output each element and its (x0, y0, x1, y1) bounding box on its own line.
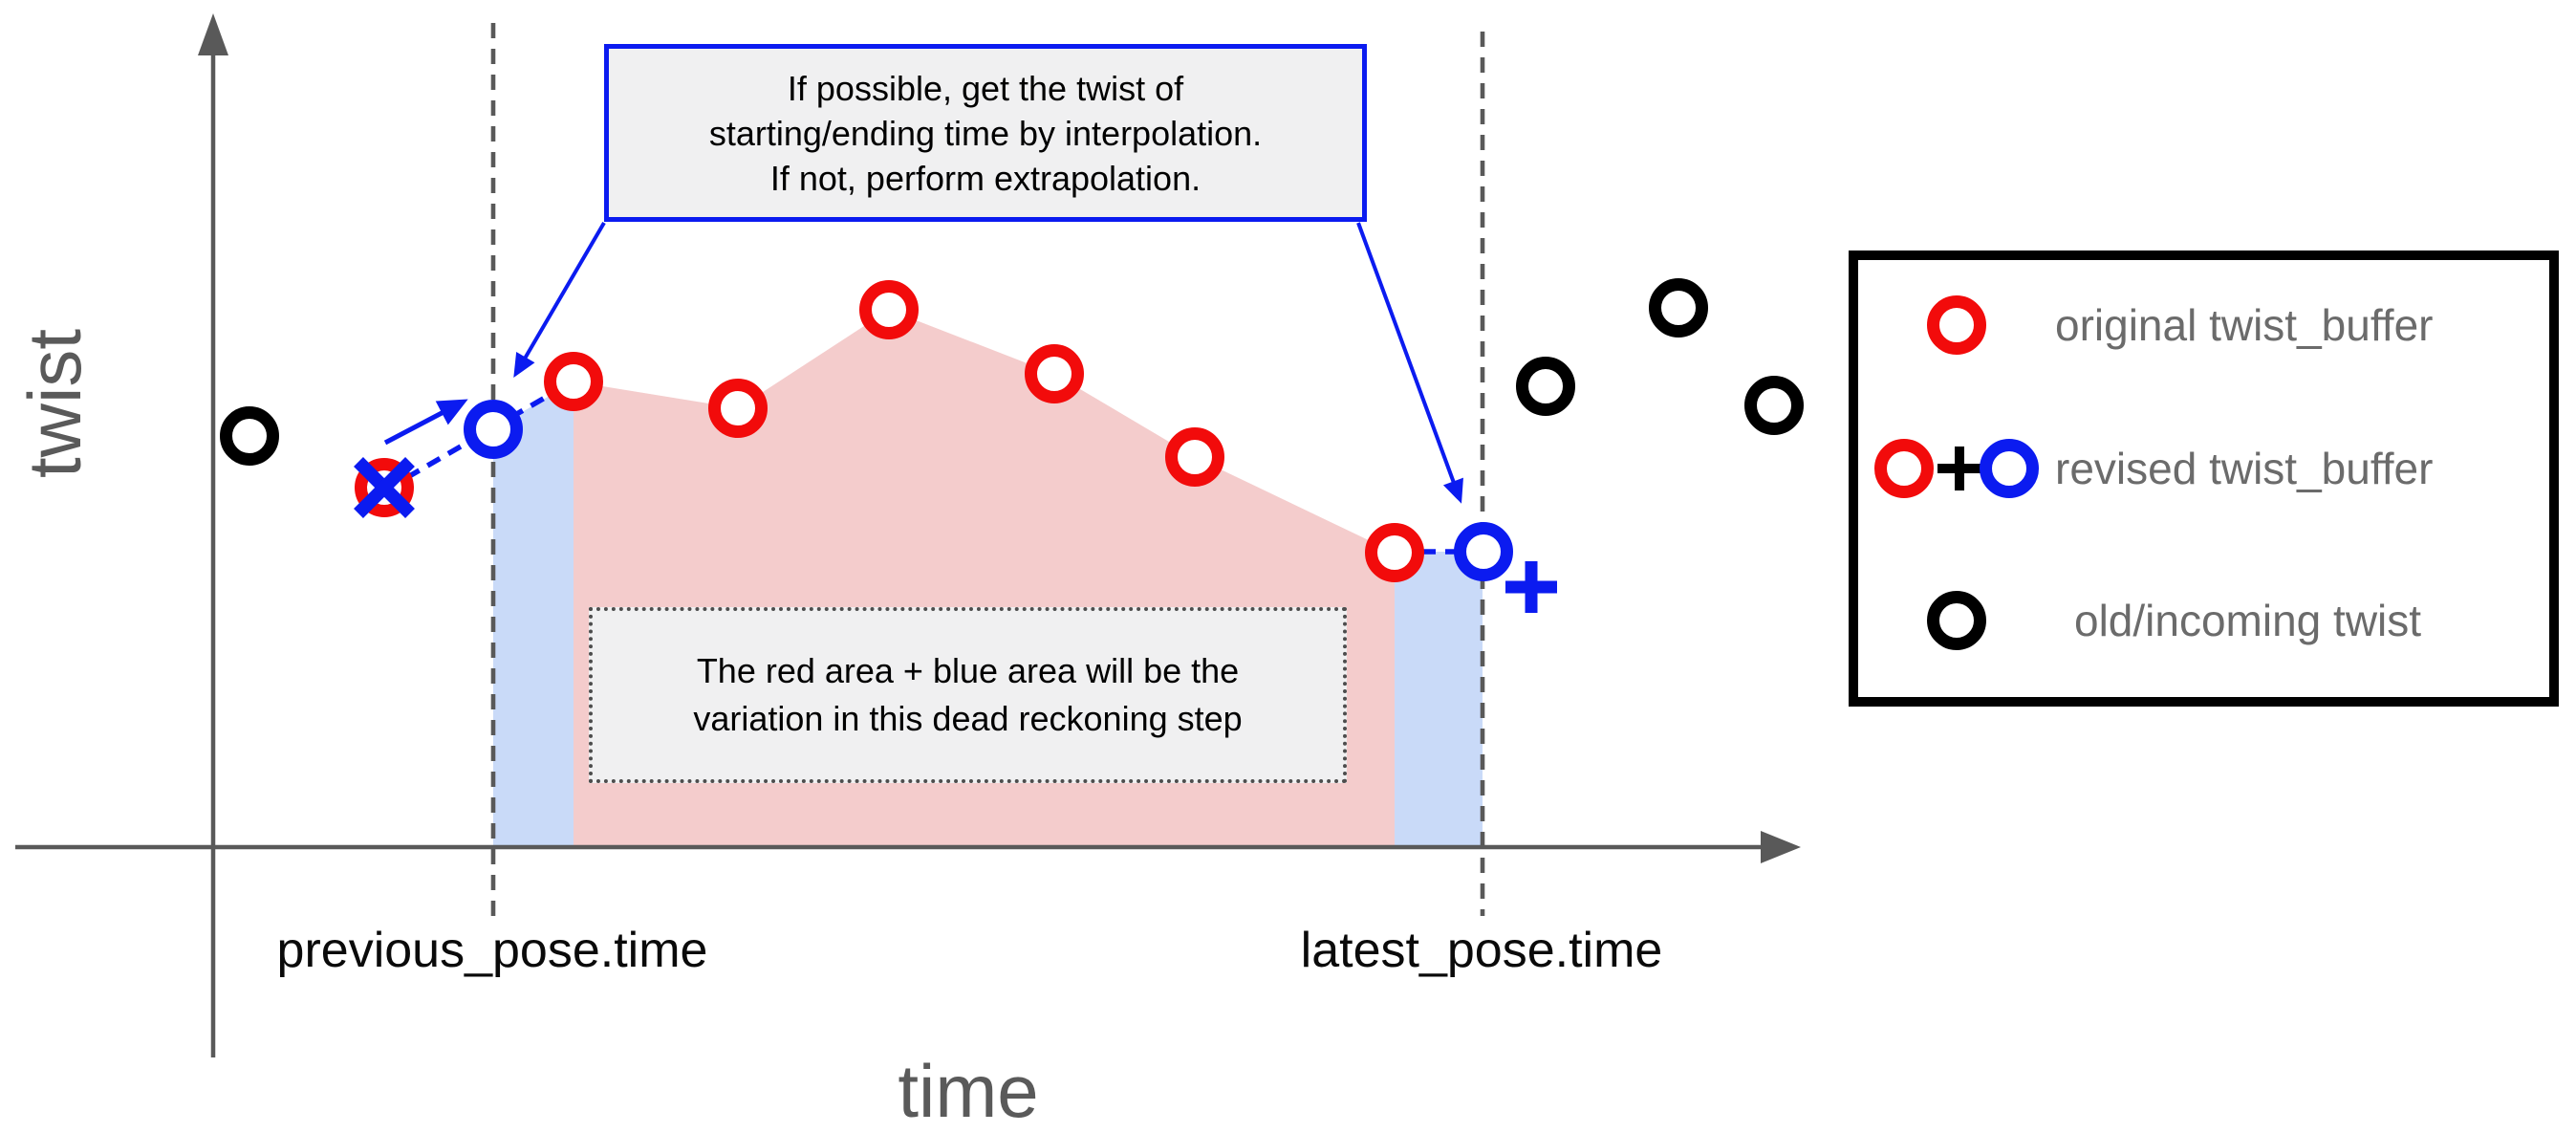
interpolation-callout-line2: starting/ending time by interpolation. (708, 113, 1263, 153)
legend: original twist_buffer revised twist_buff… (1849, 251, 2559, 707)
blue-area-right (1395, 552, 1483, 847)
legend-item-old-incoming-label: old/incoming twist (2074, 596, 2422, 645)
y-axis-title: twist (12, 329, 97, 478)
y-axis-arrowhead-icon (198, 13, 228, 55)
original-twist-point (708, 379, 768, 438)
callout-arrow-right-icon (1356, 222, 1463, 504)
original-twist-point (1025, 344, 1084, 403)
old-incoming-twist-point (220, 406, 279, 466)
variation-area-note-line1: The red area + blue area will be the (696, 651, 1240, 690)
old-incoming-twist-point (1649, 278, 1708, 338)
callout-arrow-left-icon (513, 221, 606, 379)
blue-ring-icon (1980, 439, 2039, 498)
revised-twist-point (464, 400, 523, 459)
revised-twist-point (1454, 522, 1513, 581)
legend-item-revised-label: revised twist_buffer (2055, 444, 2434, 493)
legend-item-original-label: original twist_buffer (2055, 300, 2434, 350)
x-axis-title: time (898, 1049, 1039, 1133)
original-twist-point (544, 352, 603, 411)
black-ring-icon (1927, 591, 1986, 650)
variation-area-note: The red area + blue area will be the var… (589, 607, 1347, 783)
old-incoming-twist-point (1516, 357, 1575, 416)
interpolation-callout-line3: If not, perform extrapolation. (769, 158, 1201, 198)
data-points-layer (220, 278, 1804, 613)
interpolation-callout-line1: If possible, get the twist of (787, 68, 1184, 108)
blue-area-left (493, 381, 574, 847)
red-ring-icon (1874, 439, 1934, 498)
original-twist-point (1365, 523, 1424, 582)
original-twist-point (859, 280, 919, 339)
variation-area-note-line2: variation in this dead reckoning step (693, 699, 1243, 738)
x-mark-icon (354, 457, 415, 518)
red-ring-icon (1927, 295, 1986, 355)
old-incoming-twist-point (1744, 376, 1804, 435)
x-axis-arrowhead-icon (1761, 831, 1801, 863)
plus-icon (1937, 447, 1981, 490)
latest-pose-time-label: latest_pose.time (1300, 923, 1663, 978)
previous-pose-time-label: previous_pose.time (276, 923, 708, 978)
interpolation-callout: If possible, get the twist of starting/e… (604, 44, 1367, 222)
shift-arrow-icon (383, 399, 468, 446)
original-twist-point (1165, 427, 1224, 487)
